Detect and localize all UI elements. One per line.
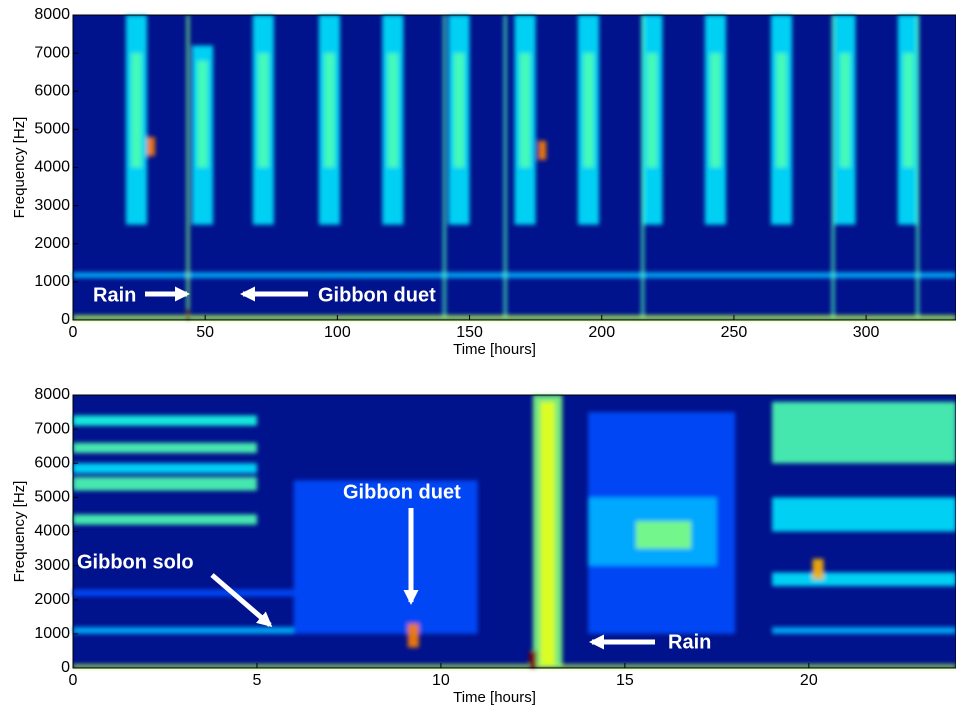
- y-tick-label: 2000: [34, 591, 70, 608]
- spectrogram-cell: [538, 140, 547, 160]
- y-axis-label: Frequency [Hz]: [11, 481, 28, 583]
- spectrogram-cell: [73, 589, 294, 597]
- spectrogram-cell: [186, 15, 190, 320]
- y-tick-label: 8000: [34, 386, 70, 403]
- annotation: Gibbon solo: [77, 551, 194, 573]
- spectrogram-cell: [443, 15, 446, 320]
- cells: [73, 395, 956, 668]
- y-tick-label: 5000: [34, 121, 70, 138]
- spectrogram-cell: [641, 15, 645, 320]
- x-tick-label: 5: [253, 672, 262, 689]
- x-tick-label: 300: [853, 324, 880, 341]
- annotation: Rain: [668, 631, 711, 653]
- spectrogram-cell: [503, 15, 507, 320]
- y-tick-label: 0: [61, 659, 70, 676]
- y-tick-label: 1000: [34, 273, 70, 290]
- x-tick-label: 15: [616, 672, 634, 689]
- spectrogram-cell: [776, 53, 787, 168]
- y-tick-label: 7000: [34, 44, 70, 61]
- spectrogram-cell: [73, 664, 956, 668]
- spectrogram-cell: [73, 315, 956, 320]
- annotation: Rain: [93, 284, 136, 306]
- spectrogram-cell: [407, 623, 419, 648]
- spectrogram-cell: [131, 53, 142, 168]
- y-tick-label: 2000: [34, 235, 70, 252]
- spectrogram-cell: [540, 401, 555, 668]
- y-axis-label: Frequency [Hz]: [11, 117, 28, 219]
- y-tick-label: 8000: [34, 6, 70, 23]
- spectrogram-cell: [529, 650, 537, 668]
- x-tick-label: 200: [588, 324, 615, 341]
- y-tick-label: 4000: [34, 523, 70, 540]
- x-tick-label: 150: [456, 324, 483, 341]
- x-tick-label: 10: [432, 672, 450, 689]
- spectrogram-cell: [772, 401, 956, 464]
- spectrogram-cell: [710, 53, 721, 168]
- x-tick-label: 50: [196, 324, 214, 341]
- x-tick-label: 20: [800, 672, 818, 689]
- spectrogram-cell: [293, 480, 478, 634]
- y-tick-label: 6000: [34, 82, 70, 99]
- y-tick-label: 3000: [34, 557, 70, 574]
- cells: [73, 15, 956, 320]
- spectrogram-cell: [258, 53, 269, 168]
- spectrogram-cell: [916, 15, 919, 320]
- spectrogram-cell: [73, 476, 257, 491]
- spectrogram-cell: [831, 15, 835, 320]
- spectrogram-cell: [453, 53, 465, 168]
- spectrogram-cell: [635, 521, 692, 549]
- spectrogram-cell: [772, 572, 956, 587]
- spectrogram-cell: [73, 463, 257, 474]
- y-tick-label: 1000: [34, 625, 70, 642]
- spectrogram-cell: [73, 627, 294, 634]
- annotation: Gibbon duet: [318, 284, 436, 306]
- spectrogram-cell: [646, 53, 658, 168]
- spectrogram-cell: [812, 558, 824, 580]
- spectrogram-cell: [186, 308, 190, 320]
- x-tick-label: 0: [69, 324, 78, 341]
- spectrogram-cell: [73, 514, 257, 525]
- spectrogram-panel: 0 50 100 150 200 250 3000100020003000400050006…: [11, 6, 956, 358]
- annotation-arrow: [210, 573, 273, 627]
- x-tick-label: 0: [69, 672, 78, 689]
- spectrogram-cell: [73, 272, 956, 279]
- y-tick-label: 5000: [34, 489, 70, 506]
- spectrogram-cell: [583, 53, 594, 168]
- annotation: Gibbon duet: [343, 481, 461, 503]
- spectrogram-cell: [519, 53, 531, 168]
- x-axis-label: Time [hours]: [453, 341, 536, 358]
- spectrogram-cell: [324, 53, 335, 168]
- y-tick-label: 4000: [34, 159, 70, 176]
- spectrogram-cell: [197, 60, 208, 168]
- x-tick-label: 100: [324, 324, 351, 341]
- y-tick-label: 6000: [34, 454, 70, 471]
- spectrogram-cell: [772, 497, 956, 532]
- y-tick-label: 3000: [34, 197, 70, 214]
- spectrogram-cell: [903, 53, 914, 168]
- spectrogram-cell: [147, 137, 155, 157]
- spectrogram-cell: [73, 415, 257, 426]
- y-tick-label: 0: [61, 311, 70, 328]
- spectrogram-cell: [387, 53, 399, 168]
- spectrogram-cell: [73, 442, 257, 454]
- x-axis-label: Time [hours]: [453, 689, 536, 706]
- spectrogram-cell: [839, 53, 851, 168]
- x-tick-label: 250: [721, 324, 748, 341]
- spectrogram-cell: [772, 627, 956, 634]
- y-tick-label: 7000: [34, 420, 70, 437]
- spectrogram-panel: 0 5 10 15 20 0 1000 2000 3000 4000 5000 6000 7000 800…: [11, 386, 956, 706]
